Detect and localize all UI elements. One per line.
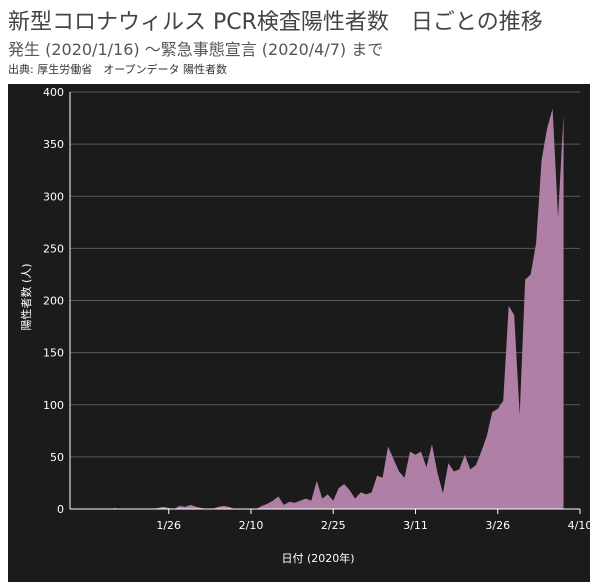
x-tick-label: 2/10	[239, 519, 264, 532]
y-tick-label: 50	[50, 451, 64, 464]
x-axis-label: 日付 (2020年)	[281, 551, 354, 565]
y-tick-label: 250	[43, 242, 64, 255]
y-tick-label: 100	[43, 399, 64, 412]
y-tick-label: 350	[43, 138, 64, 151]
y-tick-label: 400	[43, 86, 64, 99]
area-chart: 0 50 100 150 200 250 300 350 400 1/26 2/10 2/25 3/11…	[19, 86, 590, 565]
y-axis-label: 陽性者数 (人)	[19, 263, 33, 330]
x-tick-label: 4/10	[568, 519, 590, 532]
x-tick-label: 3/11	[403, 519, 428, 532]
y-tick-label: 200	[43, 295, 64, 308]
x-tick-label: 1/26	[156, 519, 181, 532]
y-tick-label: 150	[43, 347, 64, 360]
x-tick-label: 2/25	[321, 519, 346, 532]
chart-title: 新型コロナウィルス PCR検査陽性者数 日ごとの推移	[8, 10, 543, 35]
x-tick-label: 3/26	[485, 519, 510, 532]
chart-subtitle: 発生 (2020/1/16) 〜緊急事態宣言 (2020/4/7) まで	[8, 40, 384, 59]
data-source-note: 出典: 厚生労働省 オープンデータ 陽性者数	[8, 63, 228, 76]
gridlines	[70, 91, 580, 458]
axes: 0 50 100 150 200 250 300 350 400 1/26 2/10 2/25 3/11…	[43, 86, 590, 532]
chart-panel: 0 50 100 150 200 250 300 350 400 1/26 2/10 2/25 3/11…	[8, 84, 590, 582]
series-layer	[113, 108, 564, 510]
y-tick-label: 0	[57, 503, 64, 516]
y-tick-label: 300	[43, 190, 64, 203]
series-area-0	[113, 108, 564, 510]
